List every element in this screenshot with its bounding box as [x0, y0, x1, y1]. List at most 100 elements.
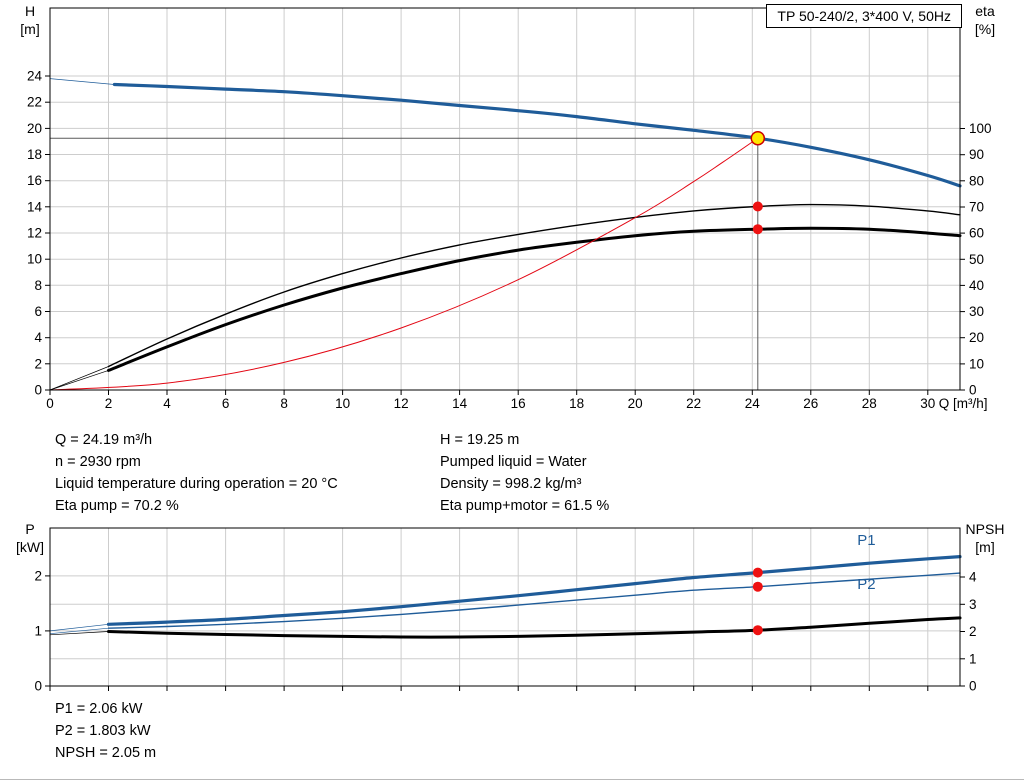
eta-pump-motor-curve — [107, 226, 962, 372]
svg-text:0: 0 — [34, 383, 42, 398]
svg-text:6: 6 — [222, 396, 230, 411]
axis-corner-labels: H [m] eta [%] — [20, 3, 995, 37]
bottom-divider — [0, 779, 1024, 780]
svg-text:10: 10 — [969, 356, 984, 371]
power-npsh-chart: 0 1 2 0 1 2 3 4 P [kW] NPSH [m] P1 P2 — [16, 521, 1004, 694]
svg-text:22: 22 — [686, 396, 701, 411]
eta-pump-line: Eta pump = 70.2 % — [55, 498, 179, 514]
p2-point — [752, 581, 763, 592]
svg-text:4: 4 — [34, 330, 42, 345]
svg-text:40: 40 — [969, 278, 984, 293]
svg-text:30: 30 — [969, 304, 984, 319]
power-data: P1 = 2.06 kW P2 = 1.803 kW NPSH = 2.05 m — [55, 698, 156, 764]
svg-text:8: 8 — [280, 396, 288, 411]
svg-text:10: 10 — [335, 396, 350, 411]
hq-eta-chart: 0 2 4 6 8 10 12 14 16 18 20 22 24 26 28 300246810121416… — [20, 3, 995, 412]
p2-line: P2 = 1.803 kW — [55, 723, 151, 739]
axis-corner-labels: P [kW] NPSH [m] — [16, 521, 1004, 555]
svg-text:16: 16 — [27, 173, 42, 188]
svg-text:100: 100 — [969, 121, 992, 136]
svg-text:12: 12 — [394, 396, 409, 411]
svg-text:0: 0 — [46, 396, 54, 411]
eta-total-line: Eta pump+motor = 61.5 % — [440, 498, 610, 514]
density-line: Density = 998.2 kg/m³ — [440, 476, 582, 492]
svg-text:0: 0 — [34, 679, 42, 694]
p2-lead-line — [49, 627, 109, 635]
plot-frame — [49, 527, 961, 687]
svg-text:P: P — [25, 521, 34, 537]
eta-pump-motor-point — [752, 224, 763, 235]
svg-text:[%]: [%] — [975, 21, 995, 37]
axes: 0 1 2 0 1 2 3 4 — [34, 568, 977, 693]
grid — [50, 8, 960, 390]
svg-text:0: 0 — [969, 383, 977, 398]
svg-text:18: 18 — [569, 396, 584, 411]
p2-curve — [107, 572, 961, 629]
svg-text:70: 70 — [969, 200, 984, 215]
eta-lead-line-1 — [49, 366, 109, 391]
svg-text:[m]: [m] — [975, 539, 994, 555]
eta-pump-curve — [107, 203, 961, 368]
svg-text:90: 90 — [969, 147, 984, 162]
liquid-line: Pumped liquid = Water — [440, 454, 587, 470]
svg-text:2: 2 — [969, 624, 977, 639]
svg-text:18: 18 — [27, 147, 42, 162]
svg-text:4: 4 — [163, 396, 171, 411]
svg-text:NPSH: NPSH — [966, 521, 1005, 537]
svg-text:2: 2 — [34, 568, 42, 583]
x-axis-label: Q [m³/h] — [939, 396, 988, 411]
axes: 0 2 4 6 8 10 12 14 16 18 20 22 24 26 28 300246810121416… — [27, 69, 992, 412]
npsh-lead-line — [49, 631, 109, 636]
plot-frame — [49, 7, 961, 391]
series-label-p1: P1 — [857, 532, 875, 549]
flow-line: Q = 24.19 m³/h — [55, 432, 153, 448]
npsh-curve — [107, 616, 962, 639]
series — [49, 555, 962, 639]
svg-text:H: H — [25, 3, 35, 19]
svg-text:12: 12 — [27, 226, 42, 241]
svg-text:2: 2 — [34, 356, 42, 371]
p1-line: P1 = 2.06 kW — [55, 701, 143, 717]
svg-text:24: 24 — [745, 396, 761, 411]
temperature-line: Liquid temperature during operation = 20… — [55, 476, 338, 492]
svg-text:26: 26 — [803, 396, 818, 411]
svg-text:80: 80 — [969, 173, 984, 188]
svg-text:60: 60 — [969, 226, 984, 241]
svg-text:20: 20 — [969, 330, 984, 345]
p1-lead-line — [49, 623, 109, 632]
eta-lead-line-2 — [49, 370, 109, 391]
pump-model-box: TP 50-240/2, 3*400 V, 50Hz — [766, 4, 962, 28]
svg-text:30: 30 — [920, 396, 935, 411]
operating-point — [750, 130, 766, 146]
series-label-p2: P2 — [857, 576, 875, 593]
grid — [50, 528, 960, 686]
svg-text:28: 28 — [862, 396, 877, 411]
svg-text:8: 8 — [34, 278, 42, 293]
head-curve — [112, 82, 962, 188]
svg-text:1: 1 — [969, 651, 977, 666]
head-lead-line — [49, 78, 115, 85]
speed-line: n = 2930 rpm — [55, 454, 141, 470]
series — [49, 78, 962, 391]
p1-point — [752, 567, 763, 578]
svg-text:eta: eta — [975, 3, 995, 19]
system-curve — [49, 137, 759, 391]
svg-text:22: 22 — [27, 95, 42, 110]
svg-text:2: 2 — [105, 396, 113, 411]
svg-text:3: 3 — [969, 597, 977, 612]
eta-pump-point — [752, 201, 763, 212]
duty-data-right: H = 19.25 m Pumped liquid = Water Densit… — [440, 429, 609, 517]
svg-text:14: 14 — [27, 199, 43, 214]
svg-text:[kW]: [kW] — [16, 539, 44, 555]
markers — [752, 567, 763, 636]
svg-text:1: 1 — [34, 623, 42, 638]
svg-text:0: 0 — [969, 679, 977, 694]
svg-text:[m]: [m] — [20, 21, 39, 37]
svg-text:24: 24 — [27, 69, 43, 84]
npsh-point — [752, 625, 763, 636]
markers — [750, 130, 766, 235]
operating-point-guides — [50, 137, 759, 390]
svg-text:6: 6 — [34, 304, 42, 319]
svg-text:16: 16 — [511, 396, 526, 411]
